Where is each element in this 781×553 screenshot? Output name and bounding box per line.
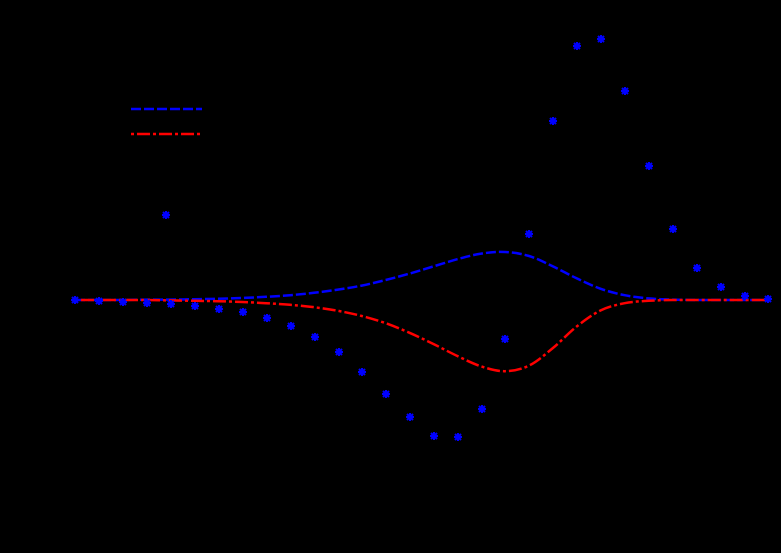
asterisk-marker-icon [119,298,127,306]
asterisk-marker-icon [454,433,462,441]
asterisk-marker-icon [764,295,772,303]
asterisk-marker-icon [358,368,366,376]
asterisk-marker-icon [406,413,414,421]
asterisk-marker-icon [597,35,605,43]
asterisk-marker-icon [191,302,199,310]
asterisk-marker-icon [287,322,295,330]
asterisk-marker-icon [573,42,581,50]
asterisk-marker-icon [95,297,103,305]
asterisk-marker-icon [549,117,557,125]
series-layer [71,35,772,441]
legend [131,107,202,219]
dashed-line-series [74,250,768,302]
asterisk-marker-icon [621,87,629,95]
legend-asterisk-marker-icon [162,211,170,219]
asterisk-marker-icon [693,264,701,272]
dashdot-line-series [74,298,768,373]
asterisk-marker-icon [71,296,79,304]
asterisk-marker-icon [239,308,247,316]
asterisk-marker-icon [143,299,151,307]
asterisk-marker-icon [167,300,175,308]
asterisk-marker-icon [215,305,223,313]
marker-series [71,35,772,441]
asterisk-marker-icon [741,292,749,300]
asterisk-marker-icon [311,333,319,341]
asterisk-marker-icon [717,283,725,291]
asterisk-marker-icon [382,390,390,398]
asterisk-marker-icon [263,314,271,322]
asterisk-marker-icon [430,432,438,440]
asterisk-marker-icon [645,162,653,170]
asterisk-marker-icon [335,348,343,356]
asterisk-marker-icon [478,405,486,413]
asterisk-marker-icon [669,225,677,233]
asterisk-marker-icon [525,230,533,238]
asterisk-marker-icon [501,335,509,343]
